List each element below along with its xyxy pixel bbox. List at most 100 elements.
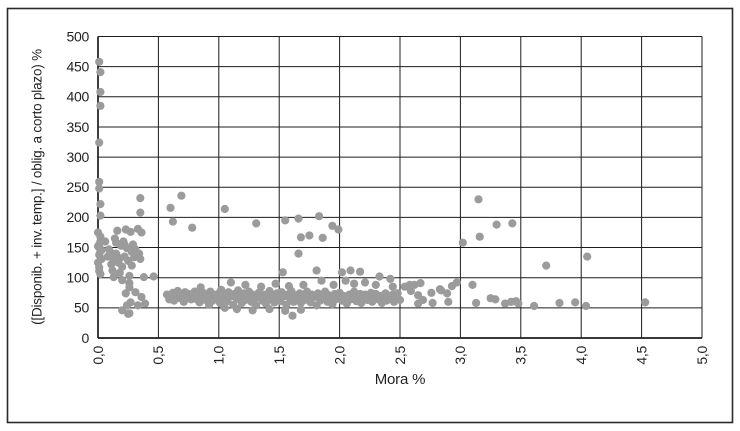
x-tick-label: 4,0 <box>573 345 589 364</box>
y-tick-label: 0 <box>82 330 90 346</box>
data-point <box>371 280 380 289</box>
data-point <box>96 87 105 97</box>
y-tick-label: 100 <box>67 270 90 286</box>
data-point <box>127 247 136 256</box>
data-point <box>386 274 395 283</box>
data-point <box>530 301 539 311</box>
data-point <box>95 177 104 186</box>
data-point <box>95 138 104 147</box>
x-tick-label: 2,0 <box>331 345 347 364</box>
data-point <box>337 268 347 277</box>
data-point <box>294 214 303 223</box>
data-point <box>125 283 134 292</box>
svg-text:1,0: 1,0 <box>211 345 227 364</box>
data-point <box>96 247 105 256</box>
data-point <box>305 231 314 240</box>
data-point <box>581 301 591 311</box>
data-point <box>583 252 592 261</box>
data-point <box>188 223 197 232</box>
x-tick-label: 0,5 <box>150 345 166 364</box>
data-point <box>136 254 145 264</box>
data-point <box>136 208 145 217</box>
data-point <box>427 288 436 297</box>
data-points <box>93 57 650 320</box>
svg-text:3,0: 3,0 <box>452 345 468 364</box>
svg-text:4,5: 4,5 <box>633 345 649 364</box>
svg-text:5,0: 5,0 <box>694 345 710 364</box>
y-tick-label: 300 <box>67 149 90 165</box>
y-tick-label: 200 <box>67 209 90 225</box>
data-point <box>149 272 158 281</box>
data-point <box>416 279 425 288</box>
x-axis-tick-labels: 0,0 0,5 1,0 1,5 2,0 2,5 3,0 3,5 4,0 4,5 5,0 <box>90 345 710 364</box>
data-point <box>492 220 501 229</box>
data-point <box>555 298 564 308</box>
data-point <box>131 288 140 297</box>
data-point <box>115 254 124 263</box>
data-point <box>350 279 359 288</box>
data-point <box>296 305 305 314</box>
data-point <box>96 68 105 77</box>
data-point <box>281 216 290 225</box>
data-point <box>177 191 186 200</box>
x-tick-label: 4,5 <box>633 345 649 364</box>
data-point <box>491 295 500 304</box>
data-point <box>571 298 580 307</box>
y-tick-label: 350 <box>67 119 90 135</box>
data-point <box>406 286 415 296</box>
svg-text:3,5: 3,5 <box>513 345 529 364</box>
data-point <box>252 301 261 310</box>
data-point <box>472 298 481 308</box>
data-point <box>281 306 290 315</box>
data-point <box>296 233 305 242</box>
y-tick-label: 50 <box>74 300 89 316</box>
data-point <box>418 295 428 305</box>
x-tick-label: 1,5 <box>271 345 287 364</box>
x-tick-label: 5,0 <box>694 345 710 364</box>
data-point <box>395 295 405 305</box>
data-point <box>356 267 365 276</box>
data-point <box>329 280 338 289</box>
data-point <box>375 272 384 281</box>
data-point <box>220 204 229 214</box>
y-tick-label: 450 <box>67 58 90 74</box>
data-point <box>388 282 397 291</box>
data-point <box>232 305 241 314</box>
data-point <box>226 278 235 287</box>
data-point <box>137 228 146 237</box>
svg-text:0,5: 0,5 <box>150 345 166 364</box>
svg-text:0,0: 0,0 <box>90 345 106 364</box>
data-point <box>312 266 321 275</box>
data-point <box>265 305 274 314</box>
y-axis-title: ([Disponib. + inv. temp.] / oblig. a cor… <box>29 49 45 325</box>
data-point <box>318 233 327 242</box>
data-point <box>393 289 402 298</box>
svg-text:2,5: 2,5 <box>392 345 408 364</box>
data-point <box>514 299 523 308</box>
data-point <box>109 273 118 282</box>
data-point <box>136 194 145 203</box>
data-point <box>452 278 461 287</box>
data-point <box>118 276 127 285</box>
data-point <box>334 225 343 234</box>
data-point <box>139 273 148 282</box>
data-point <box>95 267 104 276</box>
figure-border <box>6 7 734 424</box>
data-point <box>299 280 308 289</box>
data-point <box>220 303 229 312</box>
data-point <box>95 57 104 66</box>
data-point <box>125 309 134 318</box>
data-point <box>282 300 291 309</box>
data-point <box>271 279 280 288</box>
data-point <box>508 219 517 228</box>
data-point <box>95 184 104 193</box>
data-point <box>126 298 135 307</box>
svg-text:2,0: 2,0 <box>331 345 347 364</box>
svg-text:4,0: 4,0 <box>573 345 589 364</box>
y-tick-label: 150 <box>67 239 90 255</box>
data-point <box>288 311 297 320</box>
data-point <box>118 262 127 271</box>
data-point <box>101 237 110 246</box>
data-point <box>257 282 266 291</box>
